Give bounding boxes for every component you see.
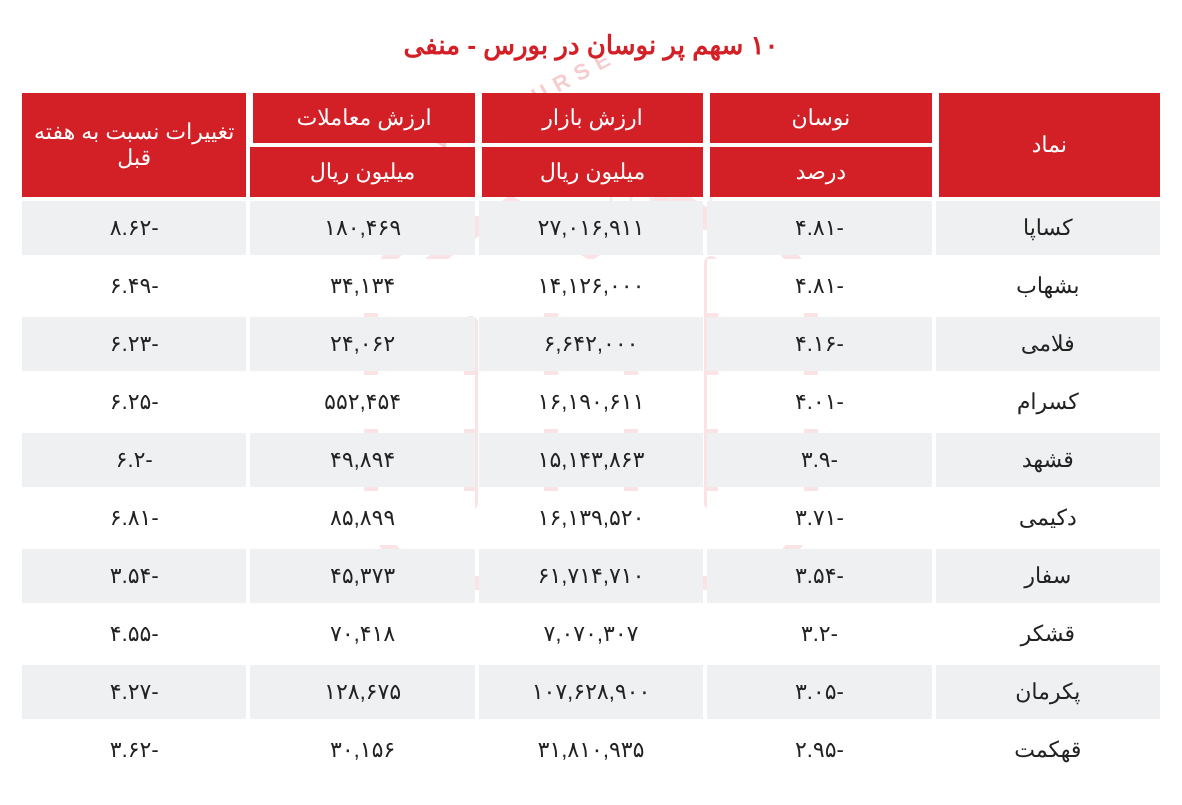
cell-market_value: ۶۱,۷۱۴,۷۱۰ [479, 549, 703, 603]
cell-volatility: -۴.۸۱ [707, 201, 931, 255]
cell-volatility: -۳.۵۴ [707, 549, 931, 603]
table-row: کسرام-۴.۰۱۱۶,۱۹۰,۶۱۱۵۵۲,۴۵۴-۶.۲۵ [22, 375, 1160, 429]
table-row: قشهد-۳.۹۱۵,۱۴۳,۸۶۳۴۹,۸۹۴-۶.۲ [22, 433, 1160, 487]
cell-trade_value: ۳۰,۱۵۶ [250, 723, 474, 777]
table-row: کساپا-۴.۸۱۲۷,۰۱۶,۹۱۱۱۸۰,۴۶۹-۸.۶۲ [22, 201, 1160, 255]
cell-symbol: بشهاب [936, 259, 1160, 313]
table-body: کساپا-۴.۸۱۲۷,۰۱۶,۹۱۱۱۸۰,۴۶۹-۸.۶۲بشهاب-۴.… [22, 201, 1160, 777]
cell-change_prev_week: -۶.۲۳ [22, 317, 246, 371]
cell-trade_value: ۸۵,۸۹۹ [250, 491, 474, 545]
col-symbol: نماد [936, 93, 1160, 197]
cell-symbol: سفار [936, 549, 1160, 603]
cell-market_value: ۱۶,۱۹۰,۶۱۱ [479, 375, 703, 429]
cell-change_prev_week: -۴.۲۷ [22, 665, 246, 719]
cell-change_prev_week: -۶.۲۵ [22, 375, 246, 429]
cell-symbol: دکیمی [936, 491, 1160, 545]
cell-symbol: کساپا [936, 201, 1160, 255]
cell-symbol: قهکمت [936, 723, 1160, 777]
col-volatility-top: نوسان [707, 93, 931, 143]
cell-market_value: ۳۱,۸۱۰,۹۳۵ [479, 723, 703, 777]
cell-volatility: -۴.۸۱ [707, 259, 931, 313]
cell-symbol: پکرمان [936, 665, 1160, 719]
table-row: سفار-۳.۵۴۶۱,۷۱۴,۷۱۰۴۵,۳۷۳-۳.۵۴ [22, 549, 1160, 603]
table-row: بشهاب-۴.۸۱۱۴,۱۲۶,۰۰۰۳۴,۱۳۴-۶.۴۹ [22, 259, 1160, 313]
cell-change_prev_week: -۴.۵۵ [22, 607, 246, 661]
cell-change_prev_week: -۶.۸۱ [22, 491, 246, 545]
table-container: ۱۰ سهم پر نوسان در بورس - منفی نماد نوسا… [0, 0, 1182, 801]
cell-volatility: -۳.۰۵ [707, 665, 931, 719]
cell-volatility: -۴.۰۱ [707, 375, 931, 429]
cell-market_value: ۲۷,۰۱۶,۹۱۱ [479, 201, 703, 255]
cell-market_value: ۶,۶۴۲,۰۰۰ [479, 317, 703, 371]
col-marketvalue-sub: میلیون ریال [479, 147, 703, 197]
cell-market_value: ۱۴,۱۲۶,۰۰۰ [479, 259, 703, 313]
col-marketvalue-top: ارزش بازار [479, 93, 703, 143]
table-row: فلامی-۴.۱۶۶,۶۴۲,۰۰۰۲۴,۰۶۲-۶.۲۳ [22, 317, 1160, 371]
cell-trade_value: ۲۴,۰۶۲ [250, 317, 474, 371]
col-tradevalue-top: ارزش معاملات [250, 93, 474, 143]
table-row: قشکر-۳.۲۷,۰۷۰,۳۰۷۷۰,۴۱۸-۴.۵۵ [22, 607, 1160, 661]
col-change-prev-week: تغییرات نسبت به هفته قبل [22, 93, 246, 197]
cell-symbol: قشهد [936, 433, 1160, 487]
cell-trade_value: ۳۴,۱۳۴ [250, 259, 474, 313]
cell-trade_value: ۱۸۰,۴۶۹ [250, 201, 474, 255]
cell-symbol: فلامی [936, 317, 1160, 371]
table-row: دکیمی-۳.۷۱۱۶,۱۳۹,۵۲۰۸۵,۸۹۹-۶.۸۱ [22, 491, 1160, 545]
col-volatility-sub: درصد [707, 147, 931, 197]
cell-trade_value: ۷۰,۴۱۸ [250, 607, 474, 661]
cell-trade_value: ۴۹,۸۹۴ [250, 433, 474, 487]
cell-volatility: -۳.۹ [707, 433, 931, 487]
page-title: ۱۰ سهم پر نوسان در بورس - منفی [18, 30, 1164, 61]
cell-change_prev_week: -۶.۴۹ [22, 259, 246, 313]
cell-trade_value: ۴۵,۳۷۳ [250, 549, 474, 603]
cell-volatility: -۳.۲ [707, 607, 931, 661]
cell-volatility: -۲.۹۵ [707, 723, 931, 777]
cell-change_prev_week: -۶.۲ [22, 433, 246, 487]
table-row: پکرمان-۳.۰۵۱۰۷,۶۲۸,۹۰۰۱۲۸,۶۷۵-۴.۲۷ [22, 665, 1160, 719]
cell-change_prev_week: -۳.۶۲ [22, 723, 246, 777]
stocks-table: نماد نوسان ارزش بازار ارزش معاملات تغییر… [18, 89, 1164, 781]
cell-symbol: قشکر [936, 607, 1160, 661]
cell-market_value: ۷,۰۷۰,۳۰۷ [479, 607, 703, 661]
cell-symbol: کسرام [936, 375, 1160, 429]
cell-change_prev_week: -۳.۵۴ [22, 549, 246, 603]
table-header: نماد نوسان ارزش بازار ارزش معاملات تغییر… [22, 93, 1160, 197]
cell-change_prev_week: -۸.۶۲ [22, 201, 246, 255]
cell-market_value: ۱۶,۱۳۹,۵۲۰ [479, 491, 703, 545]
cell-volatility: -۴.۱۶ [707, 317, 931, 371]
table-row: قهکمت-۲.۹۵۳۱,۸۱۰,۹۳۵۳۰,۱۵۶-۳.۶۲ [22, 723, 1160, 777]
cell-market_value: ۱۵,۱۴۳,۸۶۳ [479, 433, 703, 487]
cell-volatility: -۳.۷۱ [707, 491, 931, 545]
cell-trade_value: ۵۵۲,۴۵۴ [250, 375, 474, 429]
cell-trade_value: ۱۲۸,۶۷۵ [250, 665, 474, 719]
col-tradevalue-sub: میلیون ریال [250, 147, 474, 197]
cell-market_value: ۱۰۷,۶۲۸,۹۰۰ [479, 665, 703, 719]
